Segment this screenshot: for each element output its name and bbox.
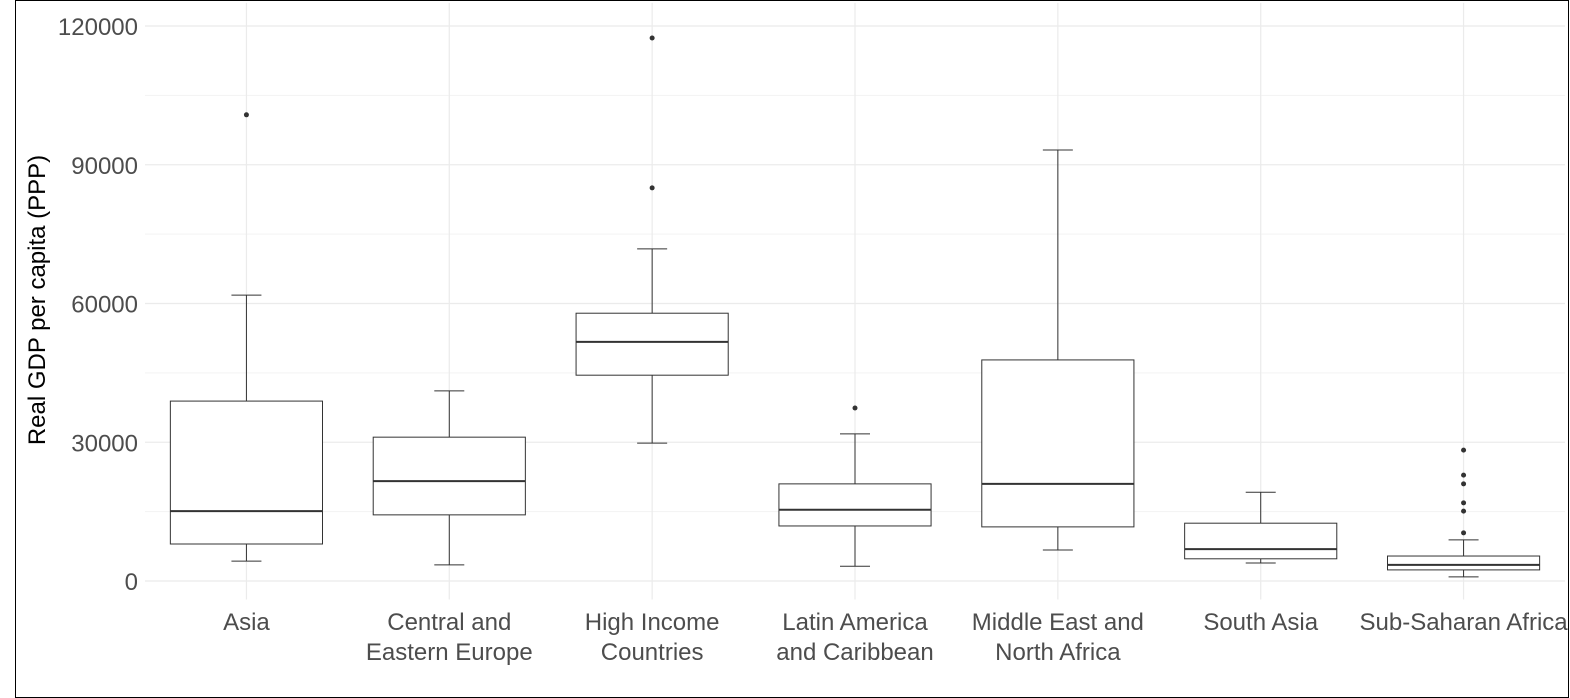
outlier <box>1461 472 1467 478</box>
x-tick-label: Central and Eastern Europe <box>366 609 533 666</box>
outlier <box>649 185 655 191</box>
outlier <box>1461 530 1467 536</box>
outlier <box>243 112 249 118</box>
x-tick-label: High Income Countries <box>585 609 720 666</box>
x-tick-label: Middle East and North Africa <box>972 609 1144 666</box>
x-tick-label: South Asia <box>1203 609 1318 636</box>
y-tick-label: 60000 <box>71 292 138 319</box>
outlier <box>1461 500 1467 506</box>
frame <box>15 0 1569 698</box>
box <box>169 400 323 545</box>
y-axis-label: Real GDP per capita (PPP) <box>24 155 51 445</box>
x-tick-label: Sub-Saharan Africa <box>1360 609 1569 636</box>
outlier <box>852 405 858 411</box>
box <box>1387 555 1541 571</box>
y-tick-label: 90000 <box>71 153 138 180</box>
outlier <box>1461 481 1467 487</box>
outlier <box>649 35 655 41</box>
y-tick-label: 30000 <box>71 430 138 457</box>
box <box>778 483 932 527</box>
y-tick-label: 0 <box>125 569 138 596</box>
box <box>372 436 526 516</box>
box <box>981 359 1135 528</box>
box <box>1184 522 1338 560</box>
outlier <box>1461 447 1467 453</box>
x-tick-label: Asia <box>223 609 270 636</box>
outlier <box>1461 508 1467 514</box>
y-tick-label: 120000 <box>58 14 138 41</box>
box <box>575 312 729 376</box>
x-tick-label: Latin America and Caribbean <box>776 609 933 666</box>
